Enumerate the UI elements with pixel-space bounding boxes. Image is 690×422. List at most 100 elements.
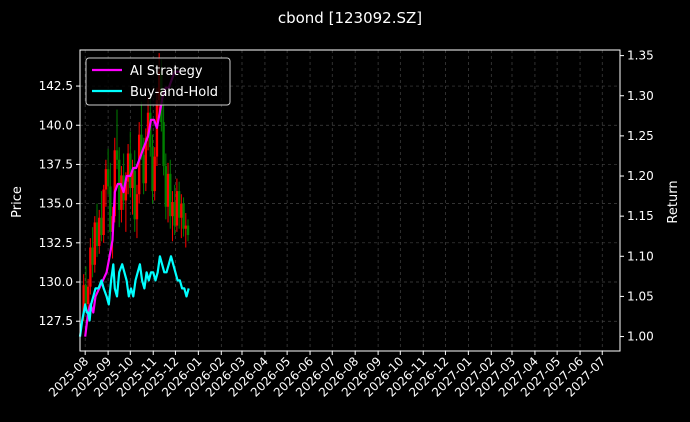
candle-body xyxy=(180,203,183,218)
y-tick-label: 127.5 xyxy=(39,314,73,328)
candle-body xyxy=(162,122,165,167)
candle-body xyxy=(84,285,88,304)
candle-body xyxy=(133,170,136,220)
candle-body xyxy=(91,247,94,265)
y2-tick-label: 1.10 xyxy=(627,249,654,263)
candle-body xyxy=(142,155,145,184)
candle-body xyxy=(126,153,130,182)
candle-body xyxy=(151,147,154,192)
y-tick-label: 140.0 xyxy=(39,118,73,132)
candle xyxy=(84,266,88,311)
candle-body xyxy=(164,166,168,207)
candle-body xyxy=(86,286,90,304)
candle xyxy=(115,109,119,170)
left-axis: 127.5 130.0 132.5 135.0 137.5 140.0 142.5 xyxy=(39,79,80,328)
candle-body xyxy=(89,247,92,287)
candle-body xyxy=(93,222,96,265)
candle-body xyxy=(129,153,132,188)
candle-body xyxy=(82,285,85,314)
candle xyxy=(135,184,139,239)
candle-body xyxy=(175,191,179,226)
candle-body xyxy=(169,173,172,217)
candle xyxy=(109,162,112,251)
candle xyxy=(129,131,132,198)
right-axis: 1.00 1.05 1.10 1.15 1.20 1.25 1.30 1.35 xyxy=(620,49,654,344)
y2-tick-label: 1.25 xyxy=(627,129,654,143)
candle xyxy=(164,153,168,220)
candle xyxy=(173,184,176,235)
candle-body xyxy=(173,202,176,226)
candle-body xyxy=(115,150,119,160)
candle xyxy=(180,194,183,239)
y2-tick-label: 1.00 xyxy=(627,330,654,344)
candle xyxy=(91,227,94,278)
candle xyxy=(182,197,185,237)
candle xyxy=(102,184,105,243)
candle-body xyxy=(146,112,150,138)
legend: AI Strategy Buy-and-Hold xyxy=(85,57,231,106)
candle-body xyxy=(144,137,148,184)
y-tick-label: 132.5 xyxy=(39,236,73,250)
y-axis-label: Price xyxy=(10,186,25,218)
y-tick-label: 130.0 xyxy=(39,275,73,289)
candle-body xyxy=(171,202,174,217)
y2-tick-label: 1.20 xyxy=(627,169,654,183)
candle-body xyxy=(182,203,185,229)
candle-body xyxy=(95,222,99,246)
candle-body xyxy=(109,186,112,232)
candle-body xyxy=(100,217,103,235)
candle-body xyxy=(184,225,187,229)
chart-title: cbond [123092.SZ] xyxy=(278,9,422,27)
candle-body xyxy=(113,150,116,217)
y2-axis-label: Return xyxy=(666,180,681,223)
y2-tick-label: 1.35 xyxy=(627,49,654,63)
candle-body xyxy=(106,169,110,187)
candle-body xyxy=(102,189,105,235)
candle xyxy=(184,213,187,248)
candle xyxy=(89,238,92,295)
candle-body xyxy=(186,225,190,235)
y-tick-label: 137.5 xyxy=(39,157,73,171)
candle-body xyxy=(135,194,139,220)
candle-body xyxy=(120,175,123,210)
candlestick-series xyxy=(82,53,190,322)
y-tick-label: 142.5 xyxy=(39,79,73,93)
candle-body xyxy=(104,169,108,190)
candle xyxy=(166,162,170,223)
candle-body xyxy=(137,134,141,195)
y2-tick-label: 1.15 xyxy=(627,209,654,223)
candle xyxy=(171,191,174,242)
candle xyxy=(126,144,130,195)
candle xyxy=(100,191,103,242)
plot-frame xyxy=(79,49,621,352)
candle xyxy=(151,134,154,204)
candle xyxy=(98,209,101,254)
candle xyxy=(104,159,108,207)
candle xyxy=(177,181,181,229)
y2-tick-label: 1.05 xyxy=(627,289,654,303)
candle-body xyxy=(131,170,134,188)
line-buy-and-hold xyxy=(78,255,190,337)
candle xyxy=(95,203,99,257)
candle-body xyxy=(153,156,156,192)
candle xyxy=(186,219,190,242)
candle xyxy=(175,178,179,232)
candle xyxy=(106,148,110,195)
candle-body xyxy=(124,181,128,201)
candle xyxy=(140,101,143,160)
candle xyxy=(162,100,165,176)
candle xyxy=(133,150,136,232)
y2-tick-label: 1.30 xyxy=(627,89,654,103)
candle-body xyxy=(98,217,101,246)
candle-body xyxy=(140,134,143,156)
candle xyxy=(153,147,156,201)
candle xyxy=(120,166,123,223)
legend-label-buy-and-hold: Buy-and-Hold xyxy=(130,85,218,100)
candle xyxy=(146,97,150,151)
candle-body xyxy=(177,191,181,218)
candle-body xyxy=(166,173,170,207)
candle xyxy=(93,216,96,273)
legend-label-ai-strategy: AI Strategy xyxy=(130,64,203,79)
y-tick-label: 135.0 xyxy=(39,197,73,211)
